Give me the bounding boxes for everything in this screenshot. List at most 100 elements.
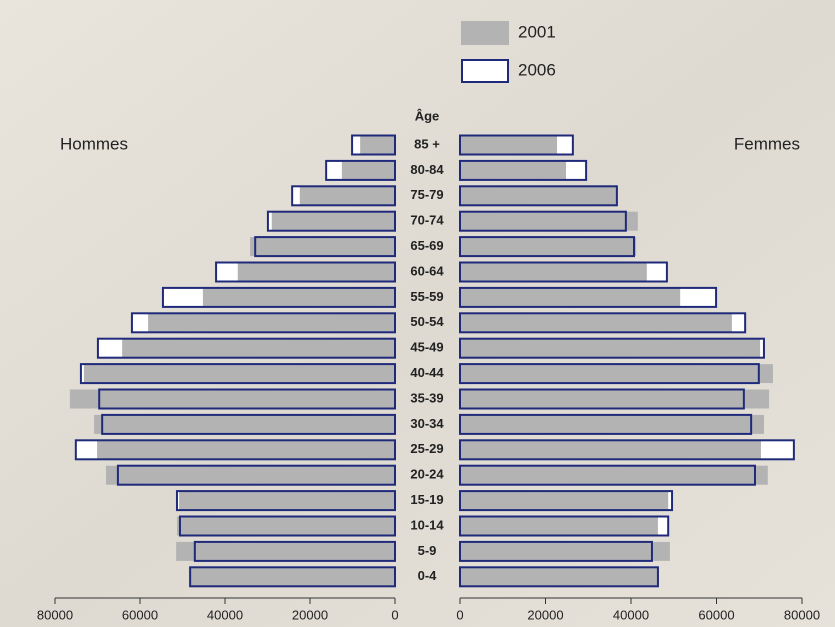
bar (271, 211, 395, 231)
bar (460, 364, 773, 384)
bar-outline (189, 566, 396, 588)
bar (237, 262, 395, 282)
x-tick-label: 40000 (207, 607, 243, 622)
bar-outline (266, 210, 396, 232)
panel-label: Femmes (734, 134, 800, 153)
bar-outline (459, 134, 574, 156)
bar (97, 440, 395, 460)
x-tick-label: 60000 (122, 607, 158, 622)
bar (106, 465, 395, 485)
bar-outline (459, 566, 659, 588)
bar-outline (193, 540, 396, 562)
bar (122, 338, 396, 358)
bar (460, 389, 770, 409)
bar-outline (325, 159, 396, 181)
panel-label: Hommes (60, 134, 128, 153)
bar (83, 364, 396, 384)
bar-outline (459, 515, 670, 537)
bar (176, 541, 395, 561)
category-label: 25-29 (410, 441, 443, 456)
bar (360, 135, 395, 155)
legend-label: 2006 (518, 60, 556, 79)
bar (460, 237, 637, 257)
category-label: 80-84 (410, 162, 444, 177)
bar-outline (459, 464, 756, 486)
axis-title: Âge (415, 108, 440, 123)
x-tick-label: 80000 (784, 607, 820, 622)
bar-outline (351, 134, 397, 156)
bar (341, 160, 395, 180)
bar-outline (74, 439, 396, 461)
bar-outline (254, 236, 396, 258)
bar-outline (98, 388, 396, 410)
bar (69, 389, 395, 409)
bar-outline (291, 185, 396, 207)
bar (250, 237, 395, 257)
category-label: 10-14 (410, 517, 444, 532)
x-tick-label: 40000 (613, 607, 649, 622)
bar (148, 313, 395, 333)
bar-outline (459, 439, 795, 461)
bar (460, 541, 670, 561)
bar-outline (215, 261, 396, 283)
legend-swatch (461, 59, 509, 83)
bar-outline (178, 515, 396, 537)
bar-outline (130, 312, 397, 334)
category-label: 40-44 (410, 365, 444, 380)
category-label: 60-64 (410, 263, 444, 278)
x-tick-label: 20000 (292, 607, 328, 622)
category-label: 75-79 (410, 187, 443, 202)
bar-outline (459, 261, 668, 283)
bar (460, 567, 658, 587)
bar (299, 186, 395, 206)
bar (94, 414, 395, 434)
legend-swatch (461, 21, 509, 45)
x-tick-label: 0 (391, 607, 398, 622)
bar (188, 567, 395, 587)
x-tick-label: 60000 (698, 607, 734, 622)
bar-outline (459, 540, 653, 562)
bar-outline (459, 337, 765, 359)
bar-outline (161, 286, 396, 308)
bar (202, 287, 395, 307)
bar (460, 440, 761, 460)
bar-outline (96, 337, 397, 359)
category-label: 30-34 (410, 416, 444, 431)
x-tick-label: 80000 (37, 607, 73, 622)
bar-outline (459, 185, 618, 207)
bar-outline (459, 286, 718, 308)
category-label: 15-19 (410, 492, 443, 507)
bar-outline (175, 490, 396, 512)
bar-outline (459, 210, 627, 232)
bar-outline (459, 159, 588, 181)
bar (460, 313, 732, 333)
category-label: 45-49 (410, 340, 443, 355)
bar-outline (459, 236, 635, 258)
bar (460, 262, 647, 282)
bar (460, 287, 681, 307)
bar (460, 414, 764, 434)
category-label: 50-54 (410, 314, 444, 329)
category-label: 0-4 (418, 568, 438, 583)
bar (460, 491, 669, 511)
legend-label: 2001 (518, 22, 556, 41)
bar (176, 516, 395, 536)
category-label: 85 + (414, 136, 440, 151)
bar (460, 160, 567, 180)
category-label: 70-74 (410, 213, 444, 228)
bar (179, 491, 395, 511)
bar-outline (459, 413, 753, 435)
bar-outline (459, 490, 674, 512)
bar (460, 516, 658, 536)
bar (460, 465, 768, 485)
x-tick-label: 0 (456, 607, 463, 622)
category-label: 35-39 (410, 390, 443, 405)
bar (460, 135, 558, 155)
bar-outline (79, 363, 397, 385)
bar-outline (459, 363, 760, 385)
bar (460, 338, 761, 358)
bar (460, 211, 638, 231)
bar (460, 186, 617, 206)
category-label: 55-59 (410, 289, 443, 304)
